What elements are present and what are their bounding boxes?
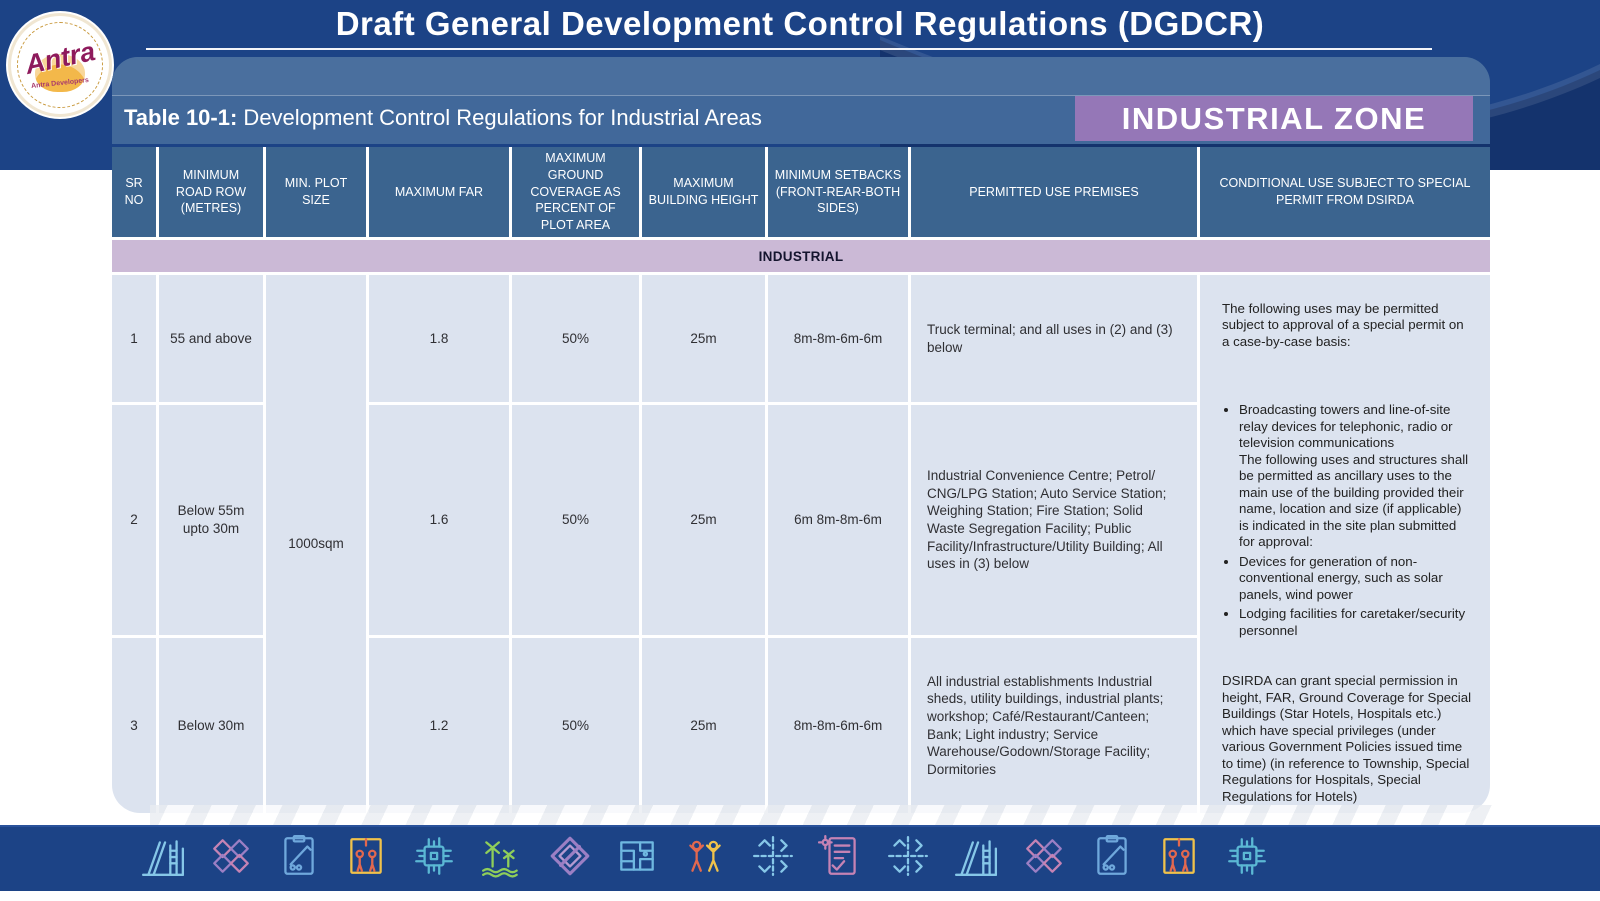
- section-band-industrial: INDUSTRIAL: [112, 240, 1490, 272]
- col-header-conditional: CONDITIONAL USE SUBJECT TO SPECIAL PERMI…: [1200, 147, 1490, 237]
- cell-coverage-2: 50%: [512, 405, 639, 635]
- cell-far-3: 1.2: [369, 638, 509, 813]
- ribbon-diamond-icon: [547, 833, 593, 879]
- logo-skyline-icon: [35, 54, 85, 92]
- zone-badge: INDUSTRIAL ZONE: [1075, 96, 1473, 141]
- cell-setbacks-1: 8m-8m-6m-6m: [768, 275, 908, 402]
- col-header-sr-no: SR NO: [112, 147, 156, 237]
- cell-road-3: Below 30m: [159, 638, 263, 813]
- page-title: Draft General Development Control Regula…: [335, 5, 1265, 42]
- cell-sr-2: 2: [112, 405, 156, 635]
- cell-road-1: 55 and above: [159, 275, 263, 402]
- audit-checklist-icon: [817, 833, 864, 879]
- cell-height-3: 25m: [642, 638, 765, 813]
- road-junction-icon: [750, 833, 796, 879]
- conditional-intro: The following uses may be permitted subj…: [1222, 301, 1464, 349]
- footer-stripe-decoration: [150, 805, 1500, 825]
- cell-permitted-3: All industrial establishments Industrial…: [911, 638, 1197, 813]
- antra-logo: Antra Antra Developers: [8, 13, 112, 117]
- conditional-bullet-list: Broadcasting towers and line-of-site rel…: [1222, 402, 1474, 639]
- elevator-people-icon: [1156, 833, 1202, 879]
- city-road-icon: [953, 833, 999, 879]
- circuit-chip-icon: [1224, 833, 1270, 879]
- footer-band: [0, 825, 1600, 891]
- cell-plot-size-merged: 1000sqm: [266, 275, 366, 813]
- cell-sr-3: 3: [112, 638, 156, 813]
- interchange-arrows-icon: [885, 833, 931, 879]
- conditional-note: DSIRDA can grant special permission in h…: [1222, 673, 1472, 804]
- col-header-setbacks: MINIMUM SETBACKS (FRONT-REAR-BOTH SIDES): [768, 147, 908, 237]
- city-road-icon: [140, 833, 186, 879]
- survey-clipboard-icon: [1089, 833, 1135, 879]
- logo-ring-decoration: [17, 22, 103, 108]
- col-header-height: MAXIMUM BUILDING HEIGHT: [642, 147, 765, 237]
- col-header-coverage: MAXIMUM GROUND COVERAGE AS PERCENT OF PL…: [512, 147, 639, 237]
- cell-permitted-1: Truck terminal; and all uses in (2) and …: [911, 275, 1197, 402]
- col-header-plot-size: MIN. PLOT SIZE: [266, 147, 366, 237]
- footer-icon-strip: [140, 833, 1270, 879]
- col-header-far: MAXIMUM FAR: [369, 147, 509, 237]
- col-header-road-row: MINIMUM ROAD ROW (METRES): [159, 147, 263, 237]
- site-plan-icon: [614, 833, 660, 879]
- cell-sr-1: 1: [112, 275, 156, 402]
- card-top-sheen: [112, 57, 1490, 96]
- cell-far-2: 1.6: [369, 405, 509, 635]
- cell-permitted-2: Industrial Convenience Centre; Petrol/ C…: [911, 405, 1197, 635]
- weave-pattern-icon: [1021, 833, 1067, 879]
- cell-far-1: 1.8: [369, 275, 509, 402]
- cell-setbacks-2: 6m 8m-8m-6m: [768, 405, 908, 635]
- people-celebrate-icon: [682, 833, 728, 879]
- circuit-chip-icon: [411, 833, 457, 879]
- weave-pattern-icon: [208, 833, 254, 879]
- cell-conditional-merged: The following uses may be permitted subj…: [1200, 275, 1490, 813]
- table-title: Table 10-1: Development Control Regulati…: [124, 105, 762, 131]
- cell-height-1: 25m: [642, 275, 765, 402]
- conditional-bullet: Lodging facilities for caretaker/securit…: [1239, 606, 1474, 639]
- cell-coverage-1: 50%: [512, 275, 639, 402]
- cell-setbacks-3: 8m-8m-6m-6m: [768, 638, 908, 813]
- cell-height-2: 25m: [642, 405, 765, 635]
- regulations-table: SR NO MINIMUM ROAD ROW (METRES) MIN. PLO…: [112, 147, 1490, 813]
- col-header-permitted: PERMITTED USE PREMISES: [911, 147, 1197, 237]
- cell-coverage-3: 50%: [512, 638, 639, 813]
- table-title-number: Table 10-1:: [124, 105, 238, 130]
- survey-clipboard-icon: [276, 833, 322, 879]
- conditional-bullet: Devices for generation of non-convention…: [1239, 554, 1474, 603]
- table-title-text: Development Control Regulations for Indu…: [237, 105, 762, 130]
- cell-road-2: Below 55m upto 30m: [159, 405, 263, 635]
- conditional-bullet: Broadcasting towers and line-of-site rel…: [1239, 402, 1474, 550]
- wind-energy-icon: [479, 833, 525, 879]
- elevator-people-icon: [343, 833, 389, 879]
- title-underline: [146, 48, 1432, 50]
